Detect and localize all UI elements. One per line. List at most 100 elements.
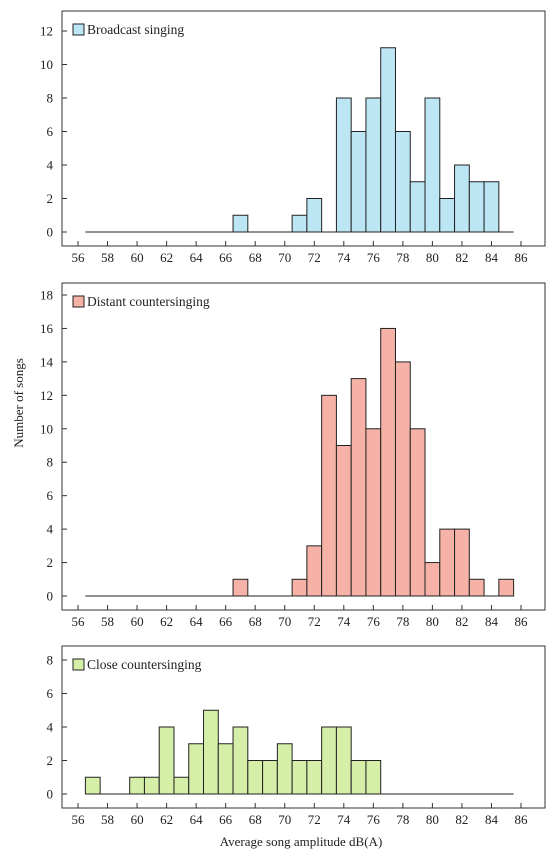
y-tick-label: 6 (47, 488, 54, 503)
plot-frame (61, 282, 546, 611)
y-tick-label: 10 (40, 57, 53, 72)
y-tick-label: 12 (40, 24, 53, 39)
x-tick-label: 84 (485, 812, 499, 827)
x-tick-label: 58 (101, 250, 114, 265)
histogram-bar (232, 726, 249, 795)
y-tick-label: 0 (47, 787, 54, 802)
x-tick-label: 74 (337, 250, 351, 265)
x-tick-label: 70 (278, 812, 291, 827)
x-tick-label: 68 (249, 250, 262, 265)
histogram-bar (306, 760, 323, 795)
y-tick-label: 0 (47, 589, 54, 604)
x-tick-label: 56 (72, 250, 86, 265)
y-tick-label: 14 (40, 354, 54, 369)
x-axis-label: Average song amplitude dB(A) (220, 834, 383, 849)
histogram-bar (409, 181, 426, 233)
x-tick-label: 72 (308, 812, 321, 827)
histogram-bar (468, 181, 485, 233)
legend-label: Broadcast singing (87, 22, 184, 37)
x-tick-label: 58 (101, 812, 114, 827)
y-tick-label: 4 (47, 522, 54, 537)
x-tick-label: 72 (308, 250, 321, 265)
x-tick-label: 58 (101, 614, 114, 629)
histogram-bar (394, 131, 411, 233)
histogram-bar (158, 726, 175, 795)
histogram-bar (409, 428, 426, 597)
x-tick-label: 70 (278, 250, 291, 265)
histogram-bar (350, 131, 367, 233)
histogram-bar (468, 578, 485, 597)
x-tick-label: 62 (160, 250, 173, 265)
x-tick-label: 66 (219, 812, 233, 827)
x-tick-label: 82 (455, 250, 468, 265)
histogram-bar (262, 760, 278, 795)
histogram-bar (394, 361, 411, 597)
y-tick-label: 16 (40, 321, 54, 336)
y-tick-label: 18 (40, 288, 53, 303)
x-tick-label: 84 (485, 614, 499, 629)
histogram-bar (232, 578, 249, 597)
histogram-bar (217, 743, 234, 795)
legend-swatch (72, 658, 85, 671)
x-tick-label: 64 (190, 812, 204, 827)
legend-swatch (72, 23, 85, 36)
legend-swatch (72, 295, 85, 308)
x-tick-label: 80 (426, 250, 439, 265)
y-tick-label: 6 (47, 124, 54, 139)
y-tick-label: 8 (47, 653, 54, 668)
x-tick-label: 86 (515, 614, 529, 629)
histogram-bar (380, 47, 396, 233)
x-tick-label: 78 (396, 614, 409, 629)
histogram-bar (439, 198, 456, 233)
x-tick-label: 68 (249, 614, 262, 629)
x-tick-label: 84 (485, 250, 499, 265)
histogram-bar (203, 709, 219, 795)
x-tick-label: 60 (131, 812, 144, 827)
y-axis-label: Number of songs (11, 358, 26, 448)
histogram-bar (335, 445, 352, 597)
histogram-bar (188, 743, 205, 795)
x-tick-label: 76 (367, 250, 381, 265)
y-tick-label: 0 (47, 225, 54, 240)
x-tick-label: 82 (455, 812, 468, 827)
histogram-bar (232, 214, 249, 233)
histogram-bar (306, 545, 323, 597)
x-tick-label: 60 (131, 614, 144, 629)
histogram-bar (424, 97, 441, 233)
histogram-bar (365, 428, 382, 597)
plot-frame (61, 10, 546, 247)
x-tick-label: 86 (515, 812, 529, 827)
x-tick-label: 66 (219, 614, 233, 629)
histogram-bar (335, 97, 352, 233)
x-tick-label: 68 (249, 812, 262, 827)
histogram-bar (424, 562, 441, 597)
y-tick-label: 6 (47, 686, 54, 701)
x-tick-label: 86 (515, 250, 529, 265)
legend-label: Distant countersinging (87, 294, 210, 309)
histogram-bar (291, 578, 308, 597)
histogram-bar (306, 198, 323, 233)
x-tick-label: 80 (426, 812, 439, 827)
x-tick-label: 74 (337, 614, 351, 629)
x-tick-label: 62 (160, 614, 173, 629)
y-tick-label: 4 (47, 158, 54, 173)
histogram-bar (380, 327, 396, 597)
histogram-bar (291, 760, 308, 795)
y-tick-label: 10 (40, 421, 53, 436)
x-tick-label: 70 (278, 614, 291, 629)
histogram-bar (321, 726, 337, 795)
x-tick-label: 74 (337, 812, 351, 827)
histogram-bar (483, 181, 500, 233)
histogram-bar (247, 760, 264, 795)
x-tick-label: 72 (308, 614, 321, 629)
x-tick-label: 60 (131, 250, 144, 265)
x-tick-label: 76 (367, 614, 381, 629)
y-tick-label: 2 (47, 191, 54, 206)
histogram-bar (365, 760, 382, 795)
x-tick-label: 76 (367, 812, 381, 827)
x-tick-label: 56 (72, 812, 86, 827)
